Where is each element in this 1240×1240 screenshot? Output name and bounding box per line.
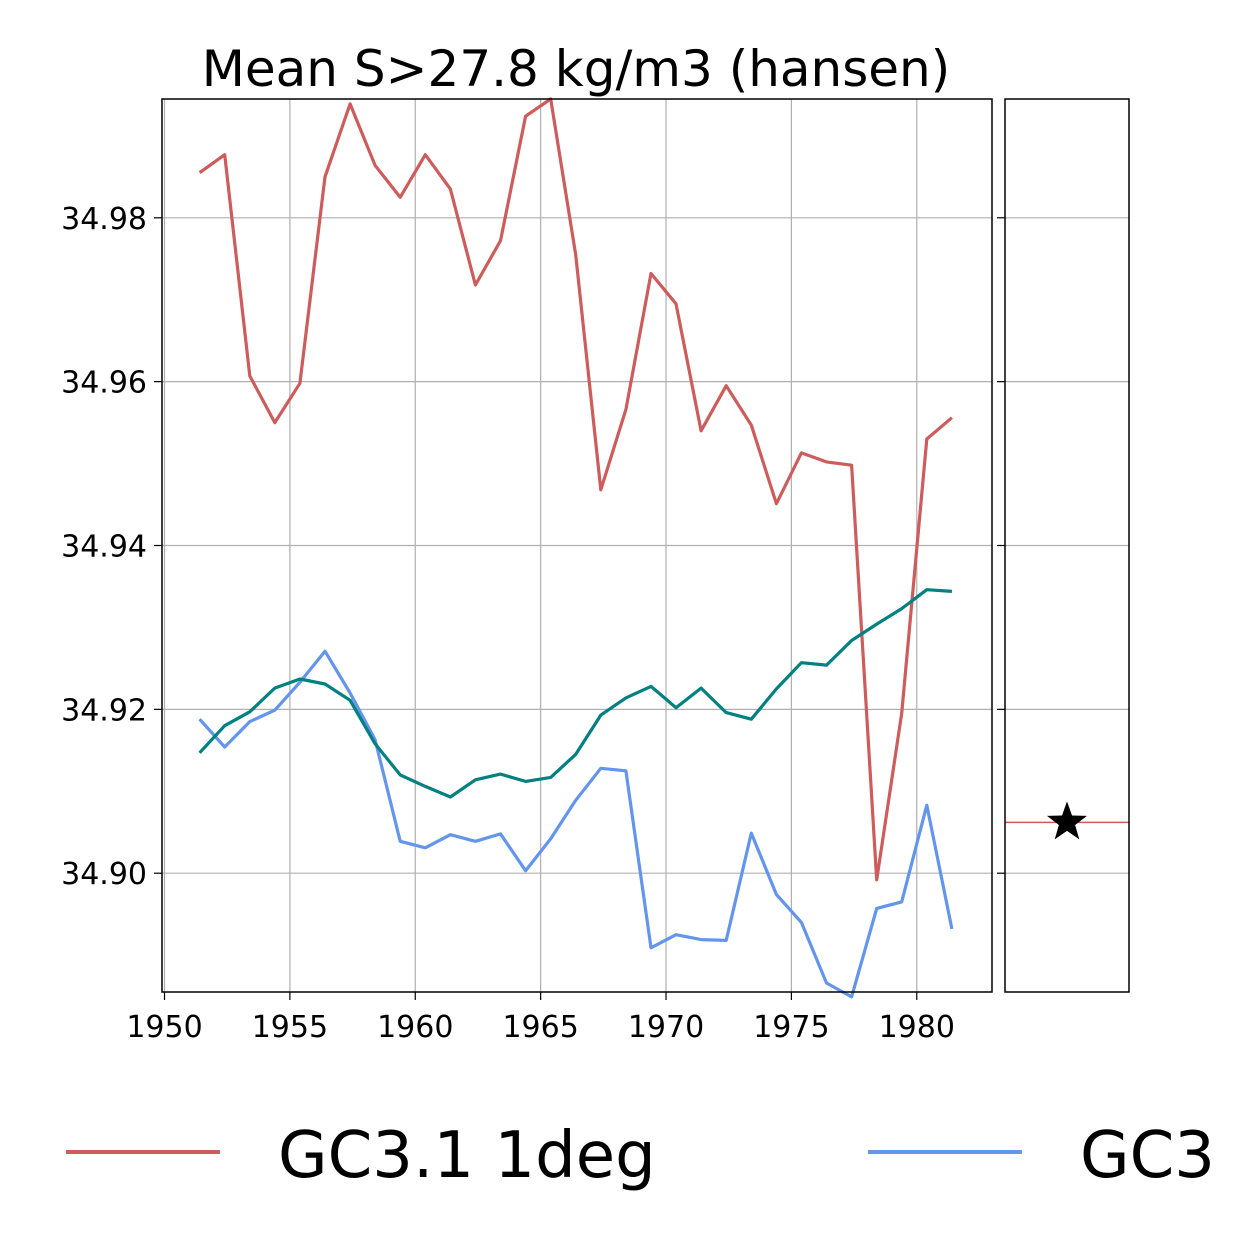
legend-label: GC3.1 1deg (278, 1119, 656, 1193)
x-tick-label: 1955 (252, 1010, 328, 1045)
side-panel-grid (1005, 217, 1129, 874)
series-line-1 (198, 97, 953, 882)
side-panel-ticks (997, 217, 1005, 874)
series-line-2 (198, 649, 954, 999)
x-tick-label: 1980 (879, 1010, 955, 1045)
y-tick-label: 34.90 (61, 857, 147, 892)
y-tick-label: 34.92 (61, 693, 147, 728)
main-plot-grid (162, 99, 992, 992)
x-tick-label: 1950 (126, 1010, 202, 1045)
y-tick-label: 34.98 (61, 202, 147, 237)
x-axis-ticks: 1950 1955 1960 1965 1970 1975 1980 (126, 992, 955, 1045)
y-tick-label: 34.96 (61, 366, 147, 401)
side-star-marker (1047, 801, 1087, 840)
legend: GC3.1 1deg GC3 (66, 1119, 1215, 1193)
legend-label: GC3 (1080, 1119, 1215, 1193)
series-line-3 (198, 588, 953, 799)
main-plot-series (198, 97, 954, 999)
y-tick-label: 34.94 (61, 530, 147, 565)
x-tick-label: 1960 (377, 1010, 453, 1045)
x-tick-label: 1970 (628, 1010, 704, 1045)
y-axis-ticks: 34.90 34.92 34.94 34.96 34.98 (61, 202, 162, 892)
chart-title: Mean S>27.8 kg/m3 (hansen) (202, 40, 950, 98)
side-panel-content (1005, 801, 1129, 840)
x-tick-label: 1975 (753, 1010, 829, 1045)
x-tick-label: 1965 (502, 1010, 578, 1045)
